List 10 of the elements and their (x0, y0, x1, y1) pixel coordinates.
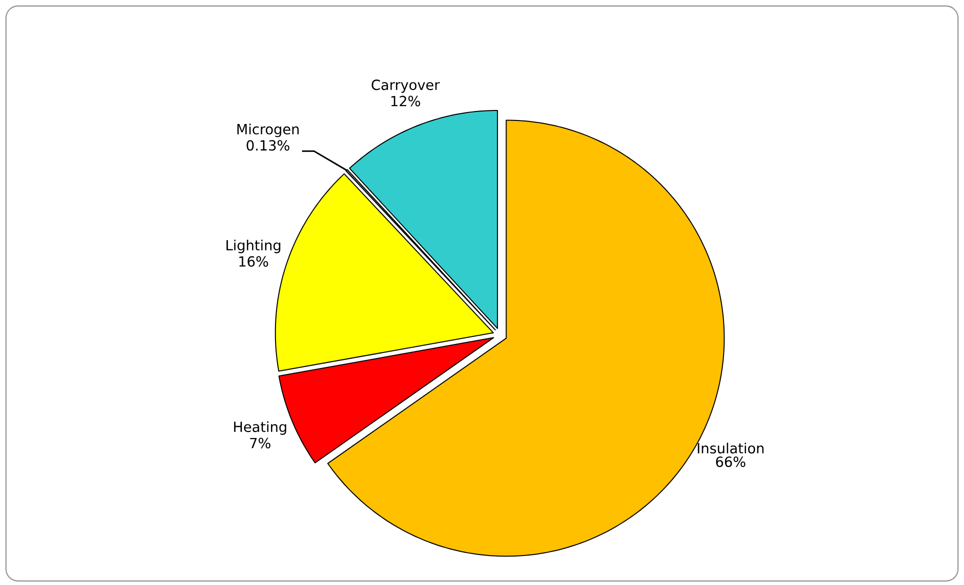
slice-label: Heating (234, 421, 286, 435)
slice-label: Lighting (226, 240, 280, 254)
data-label: 66% (716, 456, 746, 468)
data-label: 16% (239, 256, 268, 267)
data-label: 12% (391, 96, 420, 106)
data-label: 0.13% (246, 140, 290, 151)
slice-label: Microgen (237, 124, 299, 138)
slice-label: Carryover (372, 80, 440, 93)
data-label: 7% (250, 438, 270, 448)
slice-label: Insulation (698, 442, 764, 454)
